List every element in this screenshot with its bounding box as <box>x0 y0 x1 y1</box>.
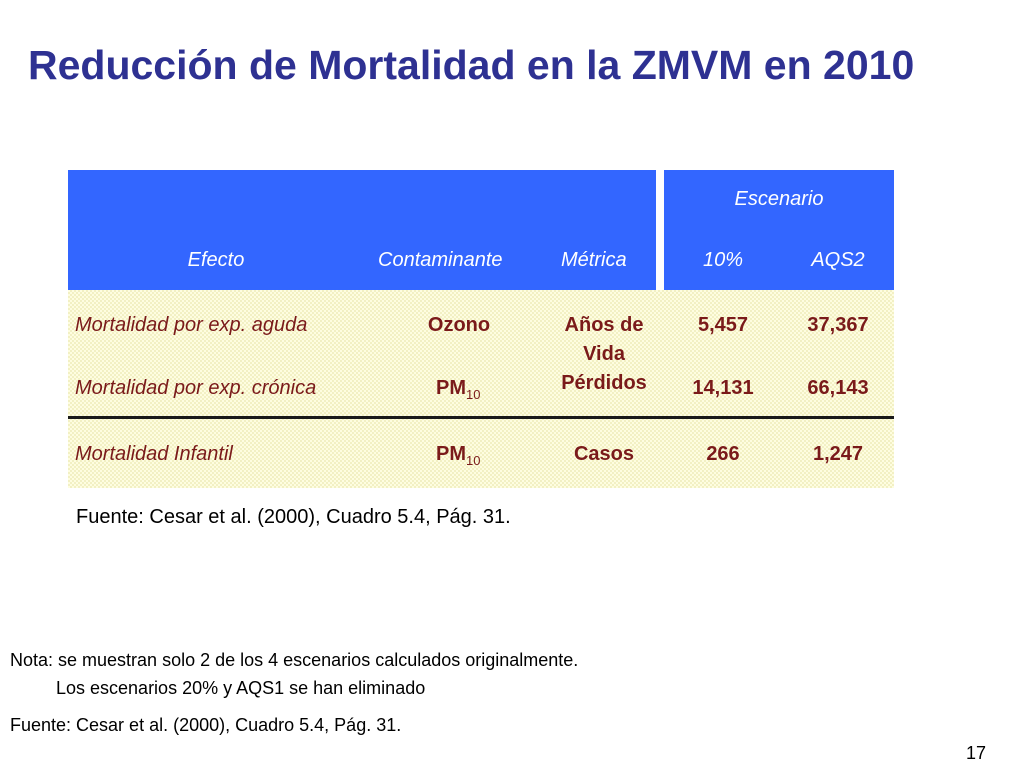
note-line-2: Los escenarios 20% y AQS1 se han elimina… <box>56 678 426 698</box>
row-2-efecto: Mortalidad por exp. crónica <box>75 377 317 399</box>
row-separator <box>68 416 894 419</box>
row-1-contaminante: Ozono <box>427 314 491 336</box>
header-escenario: Escenario <box>734 188 824 210</box>
row-2-contaminante: PM10 <box>436 377 481 402</box>
row-3-contaminante: PM10 <box>436 443 481 468</box>
page-number: 17 <box>966 743 987 763</box>
row-3-contaminante-subscript: 10 <box>466 453 481 468</box>
table-header-left <box>68 170 656 290</box>
table-body <box>68 290 894 488</box>
row-3-value-aqs2: 1,247 <box>812 443 864 465</box>
table-header-right <box>664 170 894 290</box>
row-3-efecto: Mortalidad Infantil <box>75 443 233 465</box>
row-2-value-aqs2: 66,143 <box>807 377 869 399</box>
row-2-contaminante-subscript: 10 <box>466 387 481 402</box>
header-divider <box>656 170 664 290</box>
slide-title: Reducción de Mortalidad en la ZMVM en 20… <box>28 42 915 88</box>
row-1-value-aqs2: 37,367 <box>807 314 869 336</box>
row-1-value-10: 5,457 <box>697 314 749 336</box>
header-scenario-aqs2: AQS2 <box>811 249 865 271</box>
header-metrica: Métrica <box>561 249 627 271</box>
note-source: Fuente: Cesar et al. (2000), Cuadro 5.4,… <box>10 715 402 735</box>
row-1-efecto: Mortalidad por exp. aguda <box>75 314 308 336</box>
note-line-1: Nota: se muestran solo 2 de los 4 escena… <box>10 650 579 670</box>
header-scenario-10: 10% <box>702 249 744 271</box>
header-efecto: Efecto <box>187 249 245 271</box>
metrica-line-2: Vida <box>583 343 625 365</box>
row-3-value-10: 266 <box>706 443 740 465</box>
metrica-line-3: Pérdidos <box>561 372 647 394</box>
row-3-metrica: Casos <box>573 443 635 465</box>
header-contaminante: Contaminante <box>378 249 503 271</box>
table-source-caption: Fuente: Cesar et al. (2000), Cuadro 5.4,… <box>76 506 511 528</box>
metrica-line-1: Años de <box>564 314 644 336</box>
row-2-value-10: 14,131 <box>692 377 754 399</box>
